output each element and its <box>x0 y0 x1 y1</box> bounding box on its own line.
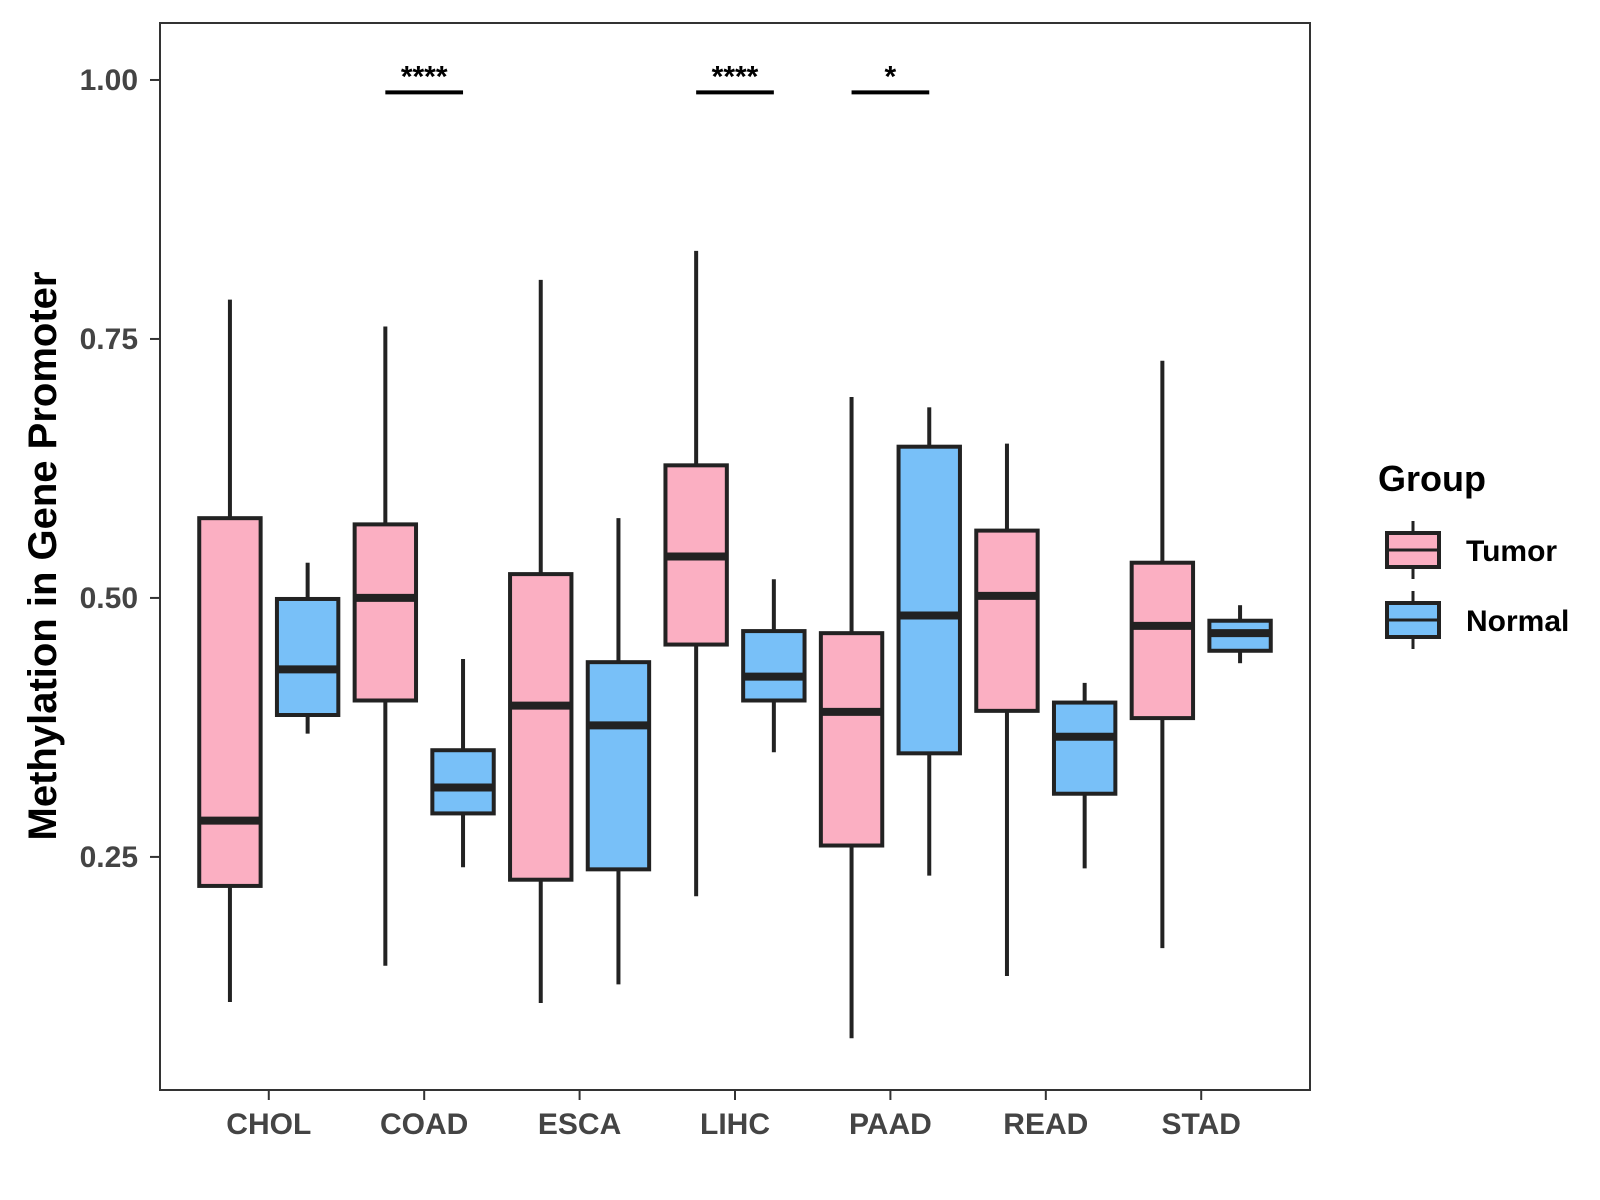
box-esca-normal <box>585 518 652 985</box>
x-tick-label: LIHC <box>700 1108 770 1141</box>
box-layer <box>197 250 1273 1039</box>
box-body-stad-tumor <box>1129 560 1196 721</box>
legend-label-tumor: Tumor <box>1466 535 1557 568</box>
box-body-paad-tumor <box>818 631 885 848</box>
x-tick-label: COAD <box>380 1108 468 1141</box>
box-paad-normal <box>896 407 962 876</box>
x-tick-label: PAAD <box>849 1108 932 1141</box>
box-lihc-normal <box>741 579 807 753</box>
box-body-read-normal <box>1051 700 1118 796</box>
y-tick-label: 0.25 <box>80 841 138 874</box>
box-paad-tumor <box>818 396 885 1039</box>
x-tick-label: STAD <box>1161 1108 1240 1141</box>
box-body-coad-tumor <box>352 522 419 703</box>
significance-label-lihc: **** <box>712 60 759 93</box>
box-chol-normal <box>274 562 341 734</box>
box-coad-normal <box>430 659 496 868</box>
box-body-coad-normal <box>430 748 496 816</box>
box-body-chol-tumor <box>197 516 263 888</box>
y-axis-title: Methylation in Gene Promoter <box>21 272 65 841</box>
legend-label-normal: Normal <box>1466 605 1569 638</box>
box-lihc-tumor <box>663 250 729 897</box>
box-coad-tumor <box>352 326 419 966</box>
legend-item-tumor: Tumor <box>1385 521 1557 579</box>
box-esca-tumor <box>508 279 574 1003</box>
significance-label-coad: **** <box>401 60 448 93</box>
significance-label-paad: * <box>885 60 897 93</box>
box-stad-tumor <box>1129 360 1196 949</box>
significance-annotations: **** **** * <box>385 60 930 95</box>
x-tick-label: READ <box>1003 1108 1088 1141</box>
legend-item-normal: Normal <box>1385 591 1569 649</box>
box-chol-tumor <box>197 299 263 1002</box>
plot-background <box>160 23 1310 1090</box>
y-tick-label: 0.50 <box>80 582 138 615</box>
y-tick-label: 1.00 <box>80 64 138 97</box>
x-tick-label: ESCA <box>538 1108 621 1141</box>
legend-title: Group <box>1378 458 1486 499</box>
box-body-esca-normal <box>585 660 652 872</box>
x-tick-label: CHOL <box>226 1108 311 1141</box>
y-tick-label: 0.75 <box>80 323 138 356</box>
box-read-tumor <box>974 443 1040 977</box>
box-body-chol-normal <box>274 596 341 717</box>
box-body-lihc-normal <box>741 629 807 703</box>
axes: 0.25 0.50 0.75 1.00 CHOL COAD ESCA LIHC PAAD READ… <box>80 64 1241 1141</box>
box-body-paad-normal <box>896 444 962 756</box>
box-read-normal <box>1051 682 1118 869</box>
box-body-read-tumor <box>974 528 1040 713</box>
box-body-esca-tumor <box>508 572 574 882</box>
box-stad-normal <box>1207 605 1273 664</box>
legend: Group Tumor Normal <box>1378 458 1569 649</box>
